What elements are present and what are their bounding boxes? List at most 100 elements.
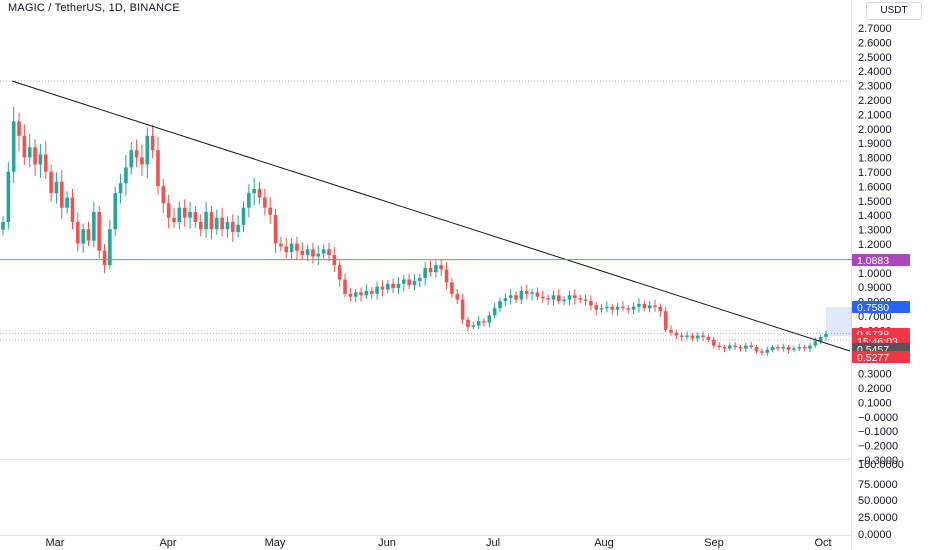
- candle: [524, 284, 529, 300]
- candle-body: [658, 306, 663, 312]
- candle-body: [562, 299, 566, 302]
- candle-body: [685, 335, 689, 337]
- candle-body: [204, 211, 208, 230]
- candle: [70, 188, 75, 230]
- candle: [428, 260, 433, 277]
- candle-body: [1, 222, 5, 230]
- candle-body: [273, 214, 278, 244]
- candle: [663, 306, 668, 333]
- candle-body: [728, 345, 732, 349]
- candle-body: [17, 121, 21, 136]
- candle-body: [760, 351, 764, 353]
- candle: [434, 260, 438, 278]
- x-tick-label: Jun: [378, 537, 396, 549]
- y-tick-label: 1.5000: [858, 196, 892, 208]
- candle: [503, 293, 508, 307]
- candle: [765, 346, 770, 357]
- candle-body: [535, 292, 540, 297]
- candle-body: [508, 295, 513, 299]
- candle-body: [706, 336, 711, 340]
- y-tick-label: −0.1000: [858, 426, 898, 438]
- y-tick-label: 1.9000: [858, 138, 892, 150]
- candle-body: [786, 347, 791, 350]
- candle: [631, 302, 636, 315]
- candle-body: [300, 250, 305, 256]
- candle-body: [220, 217, 224, 230]
- trendline[interactable]: [11, 80, 851, 352]
- candle-body: [348, 293, 353, 297]
- candle-body: [407, 279, 411, 286]
- candle-body: [653, 305, 657, 307]
- candle: [567, 290, 572, 305]
- candle: [701, 331, 705, 342]
- candle-body: [642, 303, 647, 309]
- candle: [786, 344, 791, 354]
- candle: [573, 289, 577, 305]
- volume-tick-label: 0.0000: [858, 529, 892, 541]
- candle: [621, 301, 625, 312]
- candle-body: [434, 265, 438, 273]
- candle: [353, 288, 358, 303]
- candle: [722, 344, 727, 353]
- candle-body: [615, 306, 620, 310]
- y-tick-label: 1.6000: [858, 181, 892, 193]
- candle-body: [257, 188, 262, 198]
- candle-body: [353, 292, 358, 297]
- candle: [706, 334, 711, 343]
- candle-body: [54, 181, 59, 194]
- candle: [252, 177, 256, 206]
- candle: [17, 112, 21, 151]
- candle: [300, 242, 305, 260]
- x-tick-label: Sep: [704, 537, 724, 549]
- candle: [316, 245, 321, 266]
- candle: [695, 332, 700, 342]
- candle-body: [770, 347, 775, 350]
- candle-body: [316, 253, 321, 257]
- candle: [118, 173, 123, 204]
- candle: [327, 242, 331, 262]
- candle: [102, 244, 107, 274]
- chart-title: MAGIC / TetherUS, 1D, BINANCE: [8, 2, 180, 14]
- candle: [321, 244, 326, 259]
- candle-body: [6, 171, 11, 222]
- candle: [455, 288, 460, 305]
- candle: [166, 194, 171, 229]
- price-tag-label: 0.7580: [857, 302, 889, 314]
- candle-body: [252, 188, 256, 194]
- candle-body: [166, 203, 171, 218]
- candle: [268, 197, 273, 225]
- candle-body: [172, 217, 176, 222]
- candle: [776, 344, 780, 352]
- candle-body: [412, 280, 417, 286]
- y-tick-label: 1.0000: [858, 268, 892, 280]
- candle-body: [295, 243, 299, 251]
- candle: [134, 139, 139, 168]
- candle-body: [241, 207, 246, 225]
- candle-body: [503, 298, 508, 302]
- candle: [519, 285, 524, 305]
- candle: [124, 154, 128, 196]
- candle-body: [209, 211, 214, 230]
- candle: [369, 287, 374, 299]
- x-tick-label: Oct: [814, 537, 831, 549]
- candle: [535, 287, 540, 301]
- candle-body: [268, 207, 273, 215]
- y-tick-label: 1.4000: [858, 210, 892, 222]
- candle: [263, 188, 267, 216]
- candle-body: [38, 154, 43, 165]
- candle-body: [663, 311, 668, 330]
- candle: [749, 342, 753, 350]
- volume-tick-label: 100.0000: [858, 459, 904, 471]
- candle: [385, 279, 390, 294]
- candle-body: [711, 339, 716, 346]
- candle-body: [439, 265, 444, 270]
- y-tick-label: 0.3000: [858, 369, 892, 381]
- candle-body: [551, 295, 556, 300]
- candle: [476, 316, 481, 329]
- candle: [289, 238, 294, 260]
- candle-body: [621, 306, 625, 309]
- candle-body: [695, 335, 700, 339]
- currency-selector-button[interactable]: USDT: [866, 2, 922, 20]
- y-tick-label: 2.4000: [858, 66, 892, 78]
